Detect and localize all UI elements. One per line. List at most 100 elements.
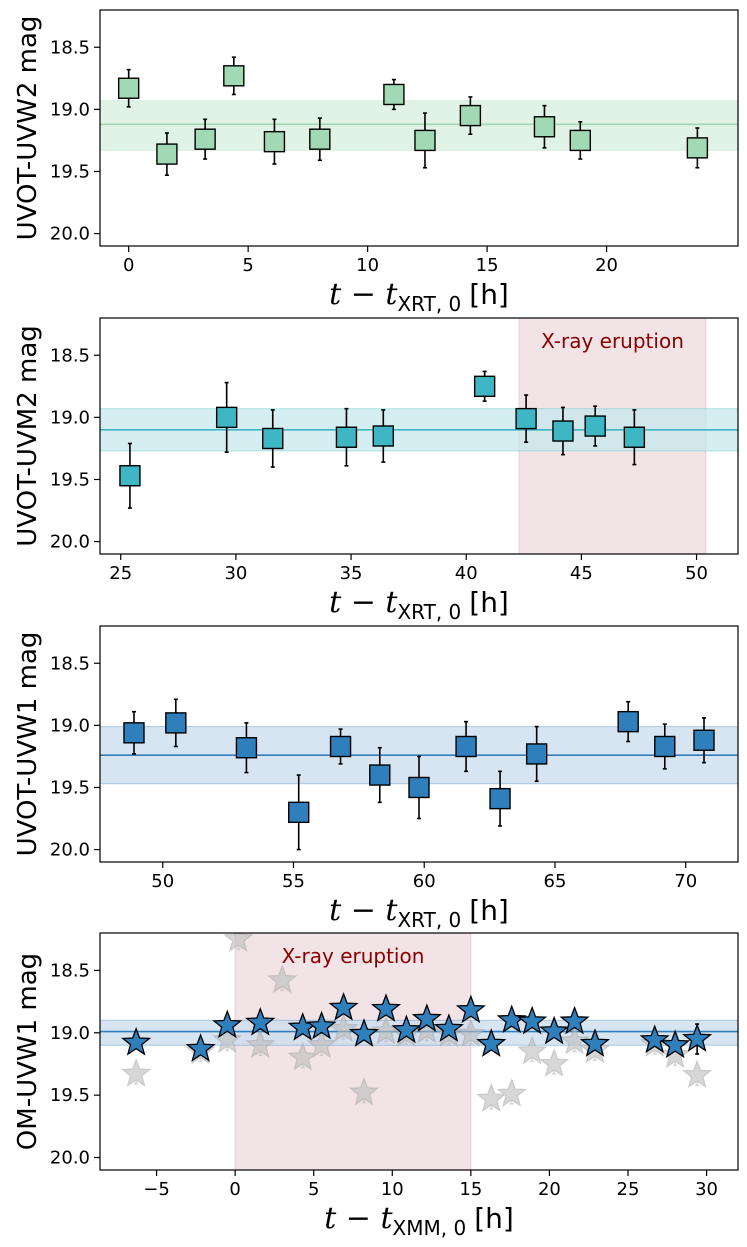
data-point <box>245 1029 276 1059</box>
data-point <box>682 1023 713 1052</box>
data-point <box>194 128 216 150</box>
data-point <box>306 1010 337 1040</box>
data-point <box>156 143 178 165</box>
data-point <box>539 1048 570 1077</box>
data-point <box>117 77 140 99</box>
data-point <box>329 735 352 758</box>
data-point <box>559 1025 590 1055</box>
data-point <box>215 406 238 429</box>
y-tick-label: 20.0 <box>50 1148 90 1169</box>
x-tick-label: 5 <box>308 1179 319 1200</box>
x-label-sub: XRT, 0 <box>397 600 461 624</box>
data-point <box>584 415 606 437</box>
x-tick-label: 20 <box>595 255 618 276</box>
x-tick-label: 55 <box>282 871 305 892</box>
y-axis-label: UVOT-UVM2 mag <box>13 325 43 547</box>
data-point <box>693 729 715 751</box>
x-label-sub: XRT, 0 <box>397 908 461 932</box>
y-tick-label: 20.0 <box>50 532 90 553</box>
y-tick-label: 19.5 <box>50 469 90 490</box>
data-point <box>309 128 331 150</box>
data-point <box>223 65 245 87</box>
y-axis-label: UVOT-UVW1 mag <box>13 632 43 857</box>
x-label-unit: [h] <box>474 1202 514 1235</box>
data-point <box>473 375 496 398</box>
panel-4: X-ray eruption −5 0 5 10 15 20 25 30 18.5 19.0 19.5… <box>13 932 739 1240</box>
x-axis-label: t − tXRT, 0 [h] <box>329 893 509 932</box>
data-point <box>123 722 145 744</box>
data-point <box>433 1013 464 1042</box>
data-point <box>119 465 141 487</box>
data-point <box>660 1039 691 1069</box>
data-series <box>119 370 646 509</box>
x-tick-label: 0 <box>123 255 134 276</box>
axes-frame <box>99 932 739 1171</box>
data-point <box>369 764 391 786</box>
x-tick-label: 65 <box>544 871 567 892</box>
y-tick-label: 19.5 <box>50 1085 90 1106</box>
x-tick-label: 70 <box>674 871 697 892</box>
x-label-main: t − t <box>329 277 398 312</box>
x-label-sub: XMM, 0 <box>393 1216 467 1240</box>
panel-2: X-ray eruption 25 30 35 40 45 50 18.5 19.0 19.5 20… <box>13 317 739 624</box>
data-point <box>414 129 436 152</box>
y-tick-label: 20.0 <box>50 224 90 245</box>
data-point <box>525 743 548 765</box>
plot-area <box>100 318 738 554</box>
data-point <box>408 776 430 799</box>
data-point <box>121 1026 152 1056</box>
data-point <box>185 1033 216 1062</box>
data-point <box>212 1024 243 1054</box>
data-point <box>370 993 402 1022</box>
x-axis-label: t − tXMM, 0 [h] <box>324 1201 514 1240</box>
y-tick-label: 19.0 <box>50 407 90 428</box>
data-point <box>328 991 359 1021</box>
data-point <box>654 735 676 758</box>
eruption-shade <box>234 933 472 1170</box>
data-point <box>328 1013 359 1042</box>
data-point <box>348 1076 380 1106</box>
x-label-main: t − t <box>329 893 398 928</box>
data-point <box>579 1028 611 1057</box>
axes-frame <box>99 625 739 863</box>
data-point <box>165 712 187 734</box>
data-point <box>348 1018 380 1047</box>
data-series <box>117 56 709 176</box>
y-axis-label: UVOT-UVW2 mag <box>13 16 43 241</box>
data-point <box>223 933 254 953</box>
y-tick-label: 19.5 <box>50 161 90 182</box>
data-point <box>288 801 310 824</box>
y-tick-label: 19.0 <box>50 715 90 736</box>
x-tick-label: 15 <box>476 255 499 276</box>
data-point <box>489 787 511 810</box>
x-tick-label: 10 <box>356 255 379 276</box>
x-axis-label: t − tXRT, 0 [h] <box>329 277 509 316</box>
data-point <box>455 994 486 1024</box>
x-label-main: t − t <box>329 585 398 620</box>
data-point <box>496 1078 527 1107</box>
data-series <box>123 698 715 851</box>
data-point <box>496 1004 527 1034</box>
y-tick-label: 19.0 <box>50 99 90 120</box>
data-point <box>455 1018 486 1047</box>
y-axis-label: OM-UVW1 mag <box>13 953 43 1150</box>
data-point <box>391 1014 422 1044</box>
axes-frame <box>99 9 739 247</box>
data-point <box>383 83 405 106</box>
x-label-sub: XRT, 0 <box>397 292 461 316</box>
plot-area <box>100 933 738 1170</box>
x-tick-label: 30 <box>695 1179 718 1200</box>
y-tick-label: 18.5 <box>50 960 90 981</box>
data-point <box>262 427 284 450</box>
data-point <box>235 737 258 759</box>
x-tick-label: 15 <box>459 1179 482 1200</box>
data-point <box>459 104 482 127</box>
data-point <box>682 1059 713 1089</box>
data-point <box>263 130 286 153</box>
x-tick-label: 60 <box>413 871 436 892</box>
panel-1: 0 5 10 15 20 18.5 19.0 19.5 20.0 UVOT-UVW2 mag t −… <box>13 9 739 316</box>
data-point <box>212 1009 243 1039</box>
x-label-unit: [h] <box>469 278 509 311</box>
data-point <box>533 116 556 138</box>
x-tick-label: −5 <box>143 1179 170 1200</box>
